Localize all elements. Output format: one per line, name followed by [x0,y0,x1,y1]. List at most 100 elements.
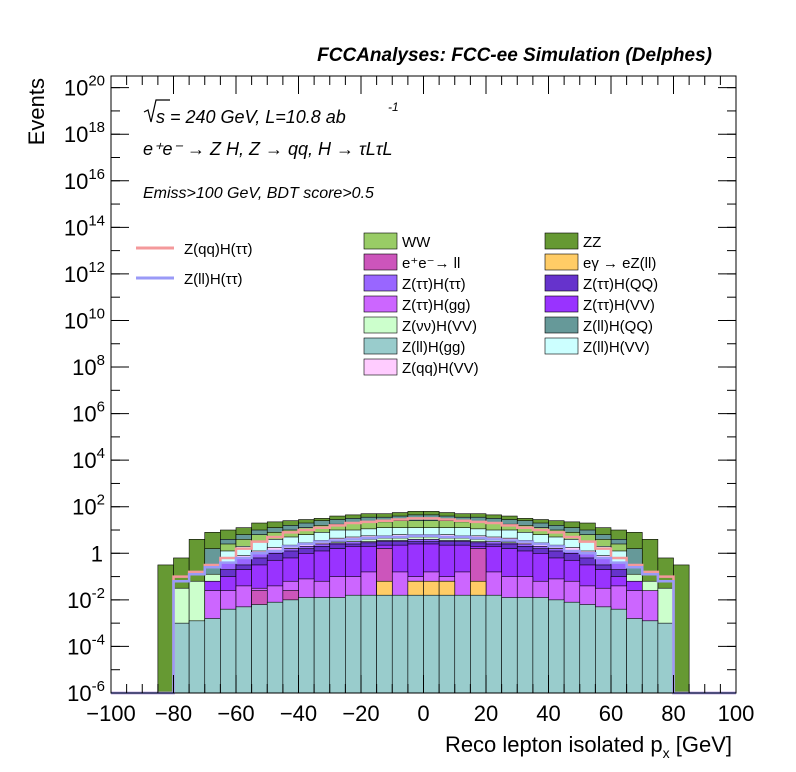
legend-swatch-e-ez-ll [544,253,579,271]
legend-label-z-h-qq: Z(ττ)H(QQ) [583,276,658,293]
legend-swatch-z-ll-h-gg [363,337,398,355]
x-tick-label: −80 [155,701,192,726]
legend-swatch-ww [363,232,398,250]
legend-swatch-z-h-vv [363,316,398,334]
bar-z-ll-h-gg [563,601,581,694]
bar-z-ll-h-gg [266,601,284,694]
x-tick-label: 80 [661,701,685,726]
legend-label-z-ll-h-gg: Z(ll)H(gg) [402,339,465,356]
bar-z-ll-h-gg [657,622,674,694]
legend-swatch-z-h-vv [544,295,579,313]
axes: −100 −80 −60 −40 −20 0 20 40 60 80 100 10-6 10-4 10-2… [64,73,755,726]
y-tick-label: 1014 [64,212,105,240]
bar-z-ll-h-gg [626,618,643,694]
legend-label-z-ll-h-vv: Z(ll)H(VV) [583,339,650,356]
plot-frame [110,75,737,694]
legend-swatch-zz [544,232,579,250]
line-z-ll-h [111,534,736,695]
legend-swatch-z-h-gg [363,295,398,313]
x-tick-label: 0 [417,701,429,726]
bar-z-ll-h-gg [188,620,206,694]
legend: Z(qq)H(ττ) Z(ll)H(ττ) WW ZZ e⁺e⁻→ ll eγ → eZ(… [136,232,658,377]
legend-label-z-ll-h-qq: Z(ll)H(QQ) [583,318,653,335]
bar-z-ll-h-gg [485,594,502,694]
line-z-qq-h [111,517,736,695]
legend-label-zz: ZZ [583,234,601,251]
bar-z-ll-h-gg [391,594,409,694]
lumi-exponent: -1 [388,100,399,114]
y-tick-label: 104 [72,445,105,473]
legend-swatch-e-e-ll [363,253,398,271]
bar-z-ll-h-gg [376,594,393,694]
signal-histograms [111,517,736,695]
y-tick-label: 10-4 [67,631,105,659]
legend-label-z-qq-h-vv: Z(qq)H(VV) [402,360,479,377]
x-axis-label-main: Reco lepton isolated p [445,732,663,757]
bar-z-ll-h-gg [282,599,299,694]
legend-label-e-ez-ll: eγ → eZ(ll) [583,255,656,272]
bar-z-ll-h-gg [595,606,612,694]
cuts-label: Emiss>100 GeV, BDT score>0.5 [143,185,374,202]
x-tick-label: −40 [280,701,317,726]
y-tick-label: 108 [72,352,105,380]
bar-z-ll-h-gg [501,597,518,694]
bar-z-ll-h-gg [548,599,565,694]
y-tick-label: 1012 [64,259,105,287]
legend-label-z-h-gg: Z(ττ)H(gg) [402,297,471,314]
bar-z-ll-h-gg [407,594,424,694]
x-tick-label: −100 [86,701,136,726]
x-tick-label: 60 [599,701,623,726]
bar-z-ll-h-gg [204,618,221,694]
bar-z-ll-h-gg [610,608,627,694]
legend-label-z-h: Z(ττ)H(ττ) [402,276,466,293]
x-tick-label: −60 [217,701,254,726]
legend-swatch-z-ll-h-qq [544,316,579,334]
x-tick-label: 20 [474,701,498,726]
series-z-ll-h-gg [173,594,674,694]
y-tick-label: 1 [91,541,103,566]
legend-swatch-z-qq-h-vv [363,358,398,376]
y-tick-label: 1016 [64,166,105,194]
bar-z-ll-h-gg [298,597,315,694]
bar-z-ll-h-gg [579,604,596,694]
x-tick-label: 100 [718,701,755,726]
y-tick-label: 1018 [64,119,105,147]
x-tick-label: −20 [342,701,379,726]
sqrt-s-label: s = 240 GeV, L=10.8 ab [156,107,346,127]
bar-zz [157,564,174,694]
bar-z-ll-h-gg [235,606,252,694]
y-axis-label: Events [24,78,49,145]
legend-label-e-e-ll: e⁺e⁻→ ll [402,255,460,272]
legend-swatch-z-ll-h-vv [544,337,579,355]
bar-z-ll-h-gg [423,594,440,694]
bar-z-ll-h-gg [251,604,268,694]
legend-label-z-h-vv: Z(νν)H(VV) [402,318,477,335]
bar-z-ll-h-gg [438,594,456,694]
bar-z-ll-h-gg [220,608,237,694]
bar-z-ll-h-gg [345,594,362,694]
bar-z-ll-h-gg [360,594,377,694]
y-tick-label: 10-6 [67,678,105,706]
bar-zz [673,564,690,694]
bar-z-ll-h-gg [329,597,346,694]
stacked-histograms [157,511,690,694]
sqrt-symbol [143,99,170,123]
bar-z-ll-h-gg [454,594,471,694]
y-tick-label: 102 [72,492,105,520]
y-tick-label: 106 [72,399,105,427]
legend-swatch-z-h [363,274,398,292]
legend-swatch-z-h-qq [544,274,579,292]
bar-z-ll-h-gg [532,597,549,694]
bar-z-ll-h-gg [641,620,659,694]
chart-title: FCCAnalyses: FCC-ee Simulation (Delphes) [317,45,712,66]
y-tick-label: 1010 [64,305,105,333]
legend-label-z-ll-h: Z(ll)H(ττ) [184,271,243,288]
x-axis-label-sub: x [663,745,670,761]
bar-z-ll-h-gg [173,622,190,694]
bar-z-ll-h-gg [516,597,534,694]
y-tick-label: 1020 [64,73,105,101]
legend-label-z-h-vv: Z(ττ)H(VV) [583,297,655,314]
legend-label-z-qq-h: Z(qq)H(ττ) [184,241,253,258]
x-axis-label: Reco lepton isolated px [GeV] [445,732,732,761]
